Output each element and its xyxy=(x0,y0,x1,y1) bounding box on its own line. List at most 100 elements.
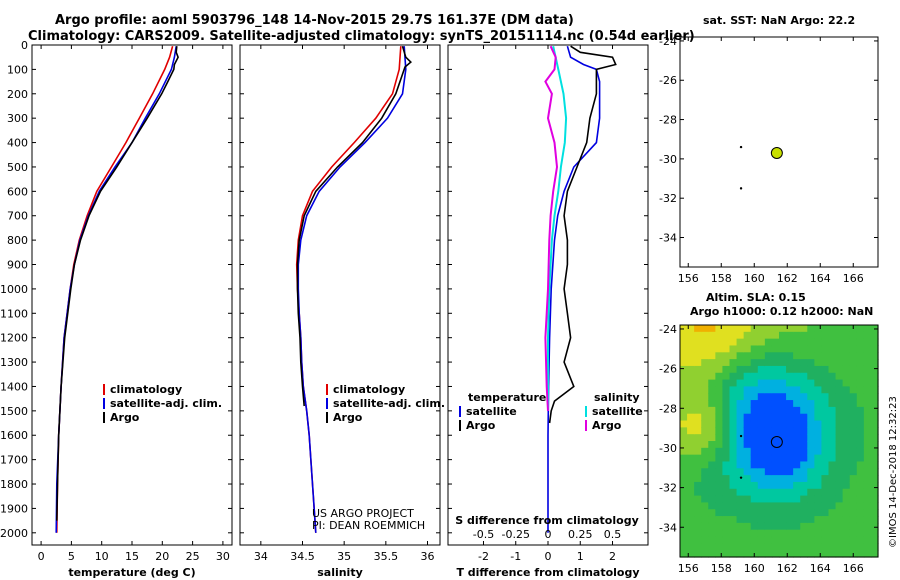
heatmap-cell xyxy=(863,488,872,497)
heatmap-cell xyxy=(750,509,759,517)
heatmap-cell xyxy=(793,338,801,347)
heatmap-cell xyxy=(729,543,738,551)
track-point xyxy=(739,187,743,190)
heatmap-cell xyxy=(722,413,731,422)
heatmap-cell xyxy=(786,365,794,374)
heatmap-cell xyxy=(779,359,787,367)
heatmap-cell xyxy=(779,543,787,551)
heatmap-cell xyxy=(680,550,688,558)
heatmap-cell xyxy=(828,543,837,551)
heatmap-cell xyxy=(764,461,773,469)
heatmap-cell xyxy=(694,475,702,483)
heatmap-cell xyxy=(814,529,823,538)
heatmap-cell xyxy=(687,441,695,449)
heatmap-cell xyxy=(863,420,872,428)
heatmap-cell xyxy=(743,338,752,347)
heatmap-cell xyxy=(757,516,766,524)
heatmap-cell xyxy=(786,331,794,340)
heatmap-cell xyxy=(856,427,865,435)
x-tick-label: 164 xyxy=(810,562,831,575)
heatmap-cell xyxy=(814,441,823,449)
heatmap-cell xyxy=(835,427,844,435)
heatmap-cell xyxy=(701,481,709,490)
heatmap-cell xyxy=(800,365,808,374)
heatmap-cell xyxy=(736,502,745,510)
heatmap-cell xyxy=(842,447,851,456)
heatmap-cell xyxy=(743,434,752,442)
heatmap-cell xyxy=(786,413,794,422)
heatmap-cell xyxy=(694,516,702,524)
heatmap-cell xyxy=(800,522,808,531)
heatmap-cell xyxy=(800,536,808,544)
heatmap-cell xyxy=(680,338,688,347)
heatmap-cell xyxy=(764,481,773,490)
heatmap-cell xyxy=(715,352,724,360)
heatmap-cell xyxy=(750,365,759,374)
heatmap-cell xyxy=(807,516,815,524)
heatmap-cell xyxy=(835,406,844,415)
heatmap-cell xyxy=(807,509,815,517)
heatmap-cell xyxy=(849,481,858,490)
heatmap-cell xyxy=(779,372,787,381)
heatmap-cell xyxy=(835,400,844,408)
heatmap-cell xyxy=(807,447,815,456)
heatmap-cell xyxy=(680,468,688,476)
heatmap-cell xyxy=(800,386,808,394)
heatmap-cell xyxy=(786,481,794,490)
heatmap-cell xyxy=(750,434,759,442)
heatmap-cell xyxy=(708,509,716,517)
heatmap-cell xyxy=(842,509,851,517)
sst-map-panel: sat. SST: NaN Argo: 22.2 156 158 160 162 164 1… xyxy=(659,14,879,285)
heatmap-cell xyxy=(786,379,794,388)
heatmap-cell xyxy=(821,461,830,469)
heatmap-cell xyxy=(821,372,830,381)
heatmap-cell xyxy=(750,441,759,449)
heatmap-cell xyxy=(680,461,688,469)
heatmap-cell xyxy=(835,325,844,333)
heatmap-cell xyxy=(779,338,787,347)
heatmap-cell xyxy=(736,495,745,504)
heatmap-cell xyxy=(750,352,759,360)
heatmap-cell xyxy=(786,488,794,497)
heatmap-cell xyxy=(694,386,702,394)
heatmap-cell xyxy=(743,393,752,401)
series-line-argo xyxy=(296,45,412,407)
heatmap-cell xyxy=(764,502,773,510)
heatmap-cell xyxy=(863,359,872,367)
heatmap-cell xyxy=(842,338,851,347)
heatmap-cell xyxy=(771,345,780,353)
heatmap-cell xyxy=(715,509,724,517)
heatmap-cell xyxy=(764,331,773,340)
heatmap-cell xyxy=(715,365,724,374)
heatmap-cell xyxy=(863,427,872,435)
heatmap-cell xyxy=(849,529,858,538)
heatmap-cell xyxy=(736,454,745,463)
heatmap-cell xyxy=(800,516,808,524)
heatmap-cell xyxy=(793,488,801,497)
heatmap-cell xyxy=(680,488,688,497)
heatmap-cell xyxy=(743,441,752,449)
salinity-panel: 34 34.5 35 35.5 36 salinity climatologysatelli… xyxy=(239,44,445,579)
x-tick-label: -1 xyxy=(510,550,521,563)
heatmap-cell xyxy=(814,365,823,374)
heatmap-cell xyxy=(743,365,752,374)
heatmap-cell xyxy=(687,359,695,367)
heatmap-cell xyxy=(764,495,773,504)
heatmap-cell xyxy=(722,461,731,469)
heatmap-cell xyxy=(786,454,794,463)
heatmap-cell xyxy=(771,550,780,558)
heatmap-cell xyxy=(800,447,808,456)
heatmap-cell xyxy=(856,386,865,394)
heatmap-cell xyxy=(779,386,787,394)
heatmap-cell xyxy=(750,393,759,401)
heatmap-cell xyxy=(800,393,808,401)
heatmap-cell xyxy=(856,413,865,422)
heatmap-cell xyxy=(842,325,851,333)
heatmap-cell xyxy=(870,461,879,469)
heatmap-cell xyxy=(779,365,787,374)
heatmap-cell xyxy=(828,468,837,476)
heatmap-cell xyxy=(807,441,815,449)
heatmap-cell xyxy=(715,406,724,415)
heatmap-cell xyxy=(870,345,879,353)
heatmap-cell xyxy=(856,338,865,347)
